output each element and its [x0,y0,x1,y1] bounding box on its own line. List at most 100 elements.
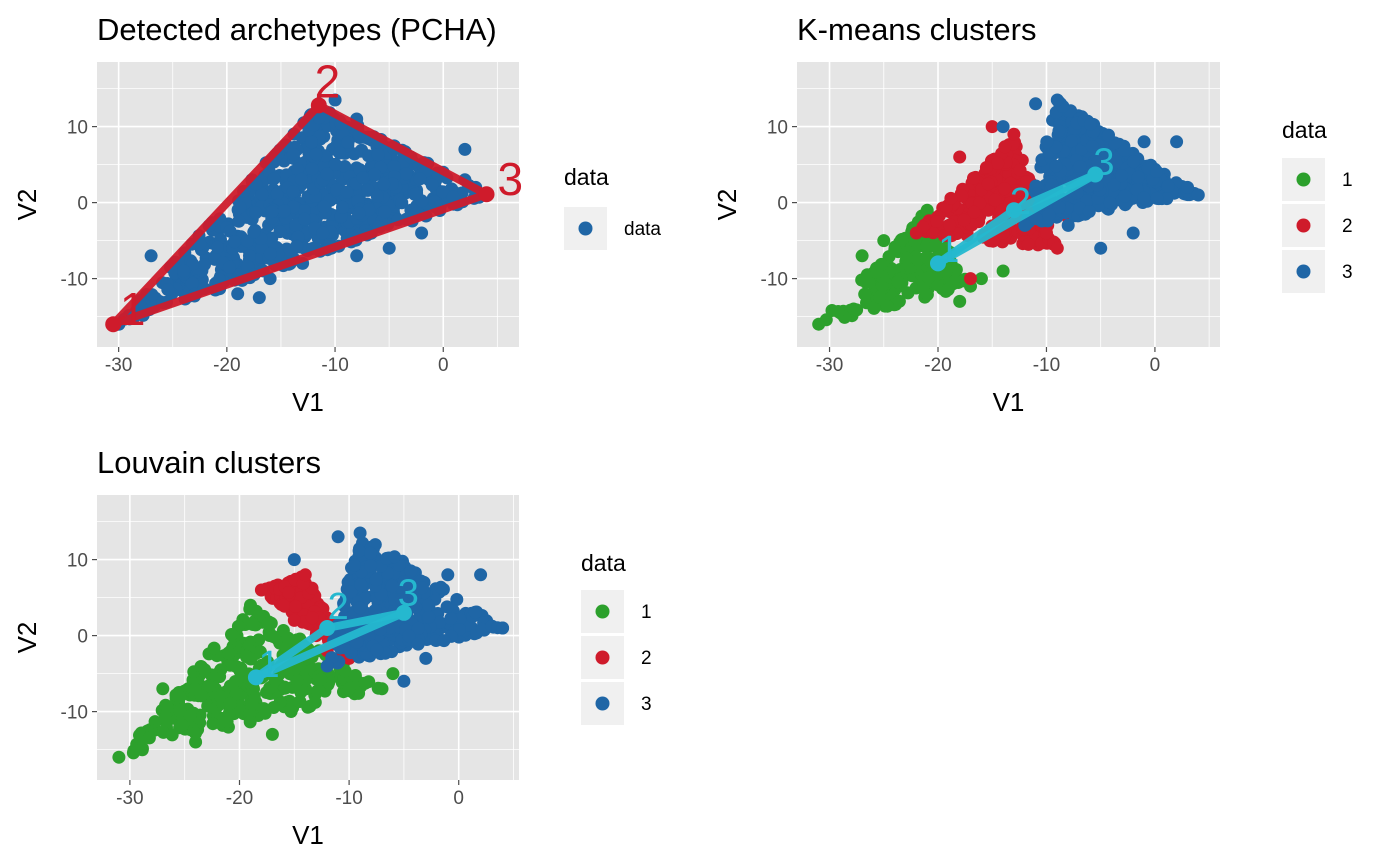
point-cluster-3 [397,674,411,688]
point-cluster-1 [214,690,228,704]
point-cluster-1 [233,664,247,678]
y-axis-title: V2 [12,189,42,221]
point-cluster-2 [988,193,1002,207]
legend-label: 1 [641,602,652,623]
point-cluster-3 [437,634,451,648]
y-tick-label: 10 [767,118,788,139]
point-cluster-1 [281,631,295,645]
point-cluster-2 [288,599,302,613]
point-cluster-3 [415,581,429,595]
point-cluster-3 [1065,134,1079,148]
point-cluster-1 [888,243,902,257]
point-cluster-3 [347,558,361,572]
point-cluster-3 [1091,155,1105,169]
point-cluster-1 [142,731,156,745]
point-cluster-3 [411,621,425,635]
point-cluster-data [436,185,450,199]
archetype-point-2 [1005,202,1022,219]
point-cluster-3 [474,568,488,582]
point-cluster-3 [441,568,455,582]
archetype-point-3 [1087,166,1104,183]
point-cluster-2 [998,140,1012,154]
point-cluster-1 [974,272,988,286]
point-cluster-data [243,249,256,263]
point-cluster-3 [1131,170,1145,184]
point-cluster-1 [850,303,864,317]
point-cluster-2 [1007,127,1021,141]
x-tick-label: 0 [1150,355,1161,376]
archetype-point-2 [310,97,327,114]
chart-title: K-means clusters [797,12,1036,47]
point-cluster-data [223,224,237,238]
point-cluster-1 [267,701,281,714]
point-cluster-data [458,142,472,156]
point-cluster-3 [1170,135,1184,149]
archetype-edge [109,190,491,329]
point-cluster-1 [244,598,257,612]
legend: data data [564,164,661,250]
point-cluster-data [395,196,409,210]
point-cluster-2 [930,215,944,228]
legend: data 1 2 3 [1282,117,1353,293]
point-cluster-3 [1107,178,1121,192]
point-cluster-3 [1042,208,1056,222]
point-cluster-data [382,241,396,255]
point-cluster-data [425,178,439,192]
point-cluster-2 [953,150,967,164]
point-cluster-2 [926,226,940,240]
y-tick-label: 10 [67,551,88,572]
point-cluster-3 [440,600,454,614]
point-cluster-3 [1109,155,1123,169]
point-cluster-data [368,167,382,181]
chart-panel-2: 1 2 3 -30 -20 -10 0 -10 0 10 V1 V2 K-means clusters d… [712,12,1353,417]
point-cluster-data [320,167,334,181]
archetype-label-1: 1 [120,283,146,335]
point-cluster-2 [276,598,290,612]
legend: data 1 2 3 [581,550,652,725]
chart-title: Louvain clusters [97,445,321,480]
point-cluster-2 [979,161,993,174]
point-cluster-data [286,185,300,199]
y-tick-label: 0 [77,627,88,648]
point-cluster-data [265,205,279,219]
point-cluster-data [198,258,211,271]
point-cluster-3 [388,550,401,564]
x-axis-title: V1 [292,820,324,850]
point-cluster-data [291,162,305,176]
point-cluster-3 [1085,139,1099,153]
legend-label: 2 [1342,216,1353,237]
y-tick-label: -10 [61,703,88,724]
point-cluster-data [371,148,385,162]
point-cluster-3 [1137,191,1151,205]
chart-panel-1: 1 2 3 -30 -20 -10 0 -10 0 10 V1 V2 Detected archetyp… [12,12,661,417]
point-cluster-1 [338,664,352,678]
point-cluster-data [378,205,392,219]
point-cluster-2 [909,226,923,240]
point-cluster-1 [225,628,238,641]
point-cluster-2 [287,613,301,627]
point-cluster-2 [964,272,977,286]
point-cluster-data [231,287,245,301]
point-cluster-data [294,172,308,186]
point-cluster-3 [394,593,408,607]
point-cluster-1 [311,684,324,698]
point-cluster-data [305,135,318,149]
point-cluster-3 [1126,226,1140,240]
point-cluster-3 [1052,200,1066,214]
legend-title: data [1282,117,1327,143]
point-cluster-1 [342,682,356,696]
point-cluster-1 [891,275,905,289]
legend-label: data [624,219,661,240]
legend-key-point [1296,264,1311,279]
point-cluster-data [233,200,247,214]
archetype-point-2 [319,620,336,636]
archetype-label-3: 3 [1093,142,1114,184]
point-cluster-2 [985,120,999,134]
point-cluster-1 [246,618,260,631]
point-cluster-1 [920,250,934,264]
point-cluster-1 [949,263,963,277]
point-cluster-3 [1117,143,1131,157]
archetype-polygon: 1 2 3 [105,56,523,335]
point-cluster-data [352,206,366,220]
point-cluster-data [361,149,375,163]
